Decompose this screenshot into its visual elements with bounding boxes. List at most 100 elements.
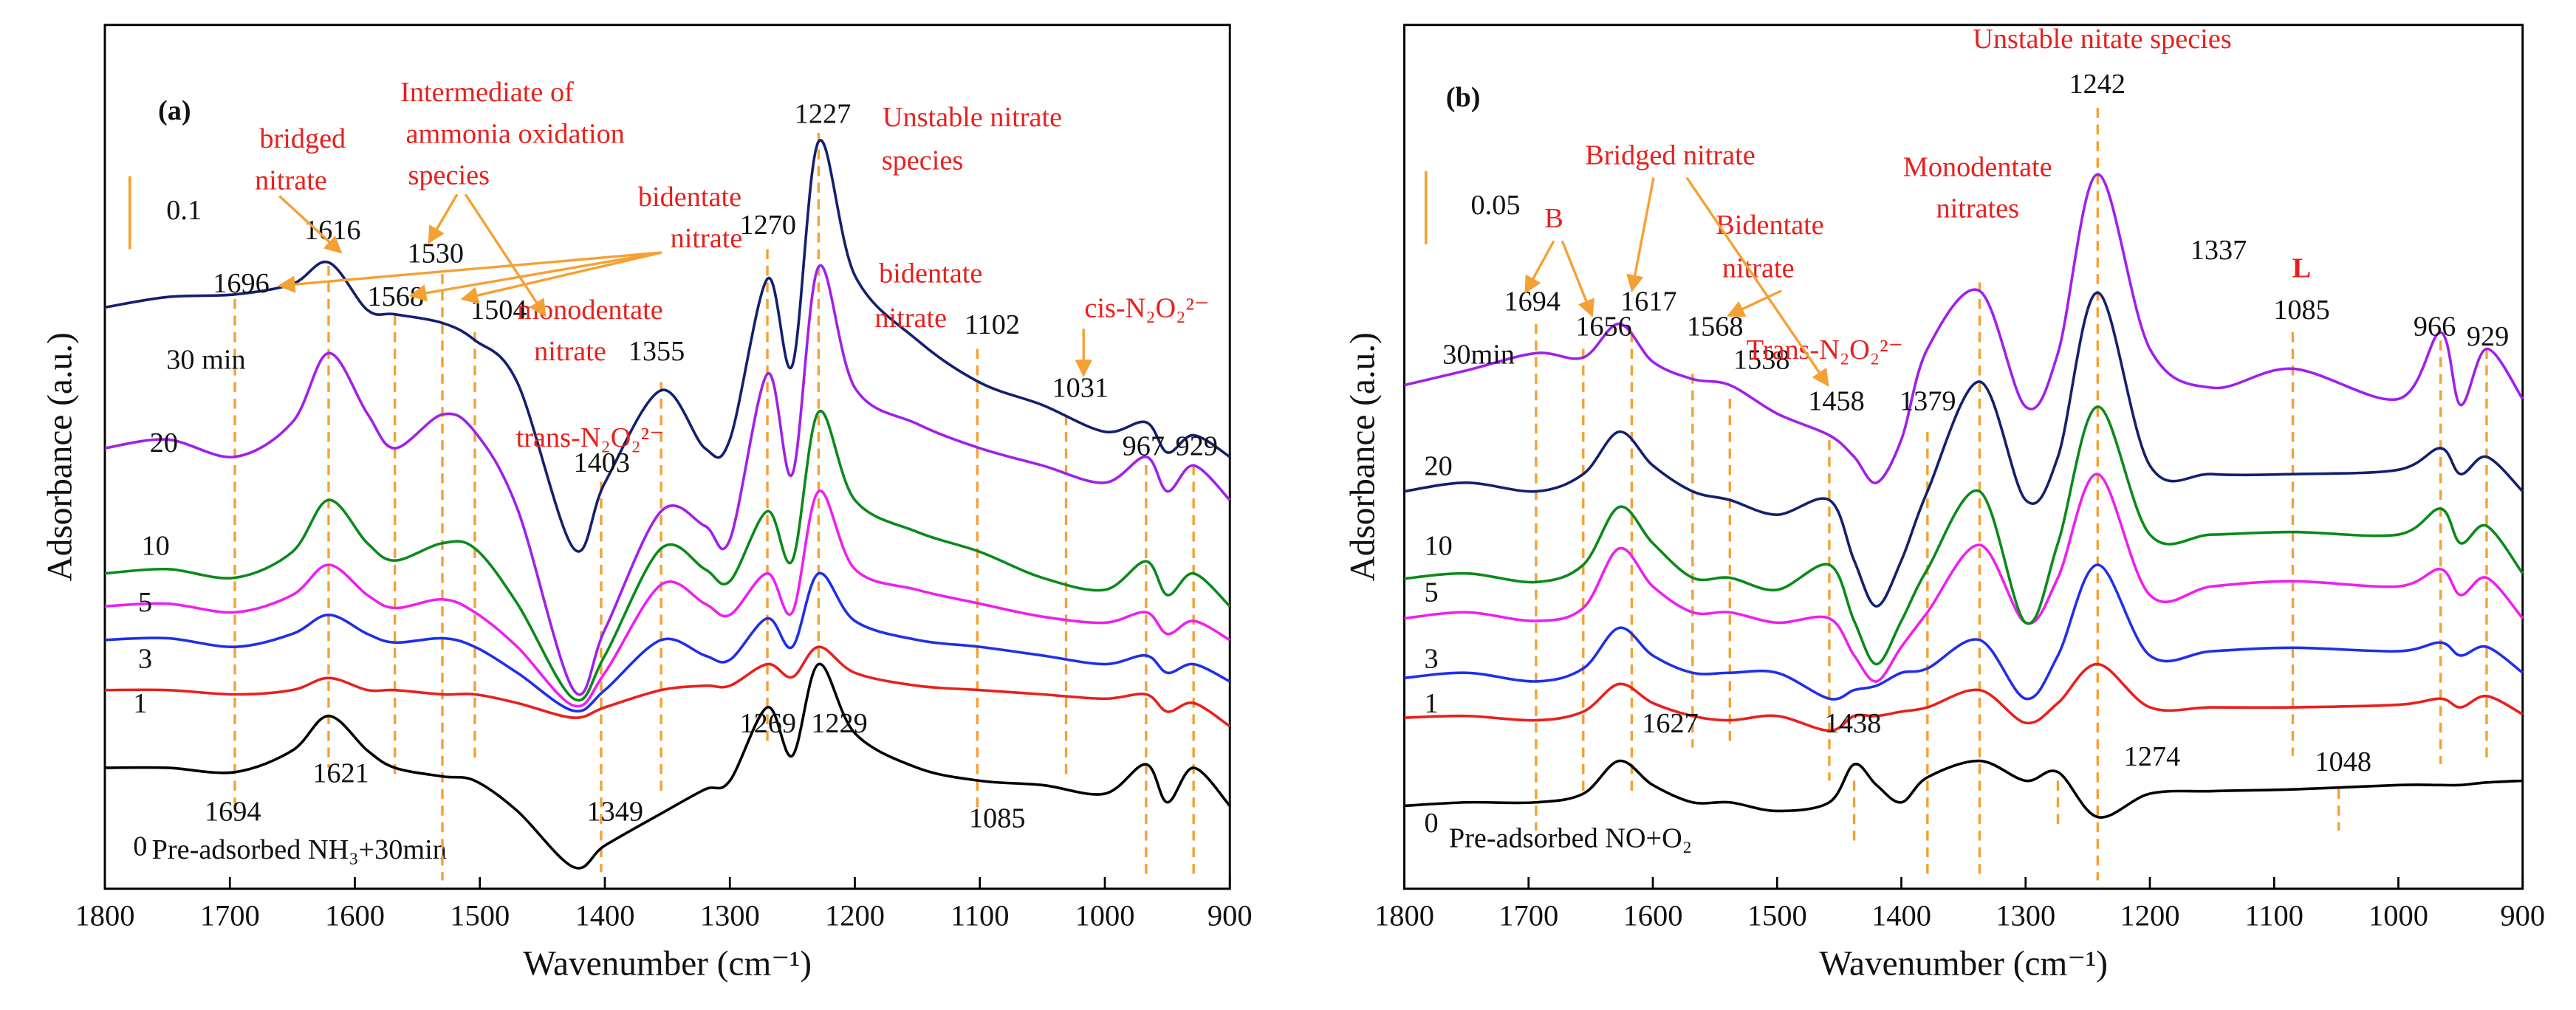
peak-label: 1621 [312, 758, 369, 789]
annotation: species [408, 160, 490, 191]
series-label: 10 [142, 530, 170, 561]
series-label: 3 [138, 643, 152, 674]
annotation: Monodentate [1903, 151, 2052, 182]
arrows [277, 176, 1829, 387]
annotation: trans-N₂O₂²⁻ [516, 422, 665, 453]
y-axis-label: Adsorbance (a.u.) [41, 332, 80, 581]
peak-label: 966 [2414, 311, 2456, 342]
annotation: Unstable nitate species [1973, 24, 2232, 55]
peak-label: 929 [2467, 321, 2509, 352]
peak-label: 1048 [2315, 746, 2372, 777]
peak-label: 1616 [304, 215, 361, 246]
spectrum [1404, 662, 2524, 732]
peak-label: 1458 [1808, 386, 1865, 417]
series-label: 5 [138, 587, 152, 618]
series-label: 3 [1425, 643, 1439, 674]
peak-label: 1568 [368, 281, 425, 312]
peak-label: 1349 [587, 796, 644, 827]
annotation: ammonia oxidation [406, 118, 625, 149]
x-tick-label: 1000 [1075, 899, 1135, 932]
x-tick-label: 1100 [950, 899, 1010, 932]
scale-bar-label: 0.1 [166, 195, 202, 226]
x-tick-label: 1500 [1747, 899, 1807, 932]
peak-label: 1617 [1620, 286, 1677, 317]
series-label: 1 [133, 688, 147, 719]
annotation: species [882, 145, 963, 176]
series-label: 0 [133, 831, 147, 862]
peak-label: 1538 [1733, 344, 1790, 375]
plot-frame [1403, 24, 2524, 890]
x-tick-label: 1300 [700, 899, 760, 932]
peak-label: 1627 [1642, 708, 1699, 739]
x-tick-label: 1100 [2245, 899, 2304, 932]
peak-label: 1269 [740, 708, 797, 739]
annotation: monodentate [517, 295, 663, 326]
spectrum [1404, 759, 2523, 819]
peak-label: 1568 [1687, 311, 1744, 342]
x-tick-label: 1800 [75, 899, 135, 932]
annotation: bidentate [879, 258, 982, 289]
peak-label: 1379 [1900, 386, 1956, 417]
peak-label: 1337 [2190, 235, 2247, 266]
annotation: cis-N₂O₂²⁻ [1084, 293, 1209, 324]
note: Pre-adsorbed NO+O₂ [1449, 822, 1692, 853]
peak-label: 929 [1176, 430, 1218, 461]
spectrum [1404, 473, 2524, 683]
annotation: nitrates [1936, 193, 2019, 224]
peak-label: 1085 [2273, 295, 2330, 326]
annotation: nitrate [1722, 253, 1795, 284]
x-tick-label: 1300 [1996, 899, 2055, 932]
x-tick-label: 1700 [200, 899, 260, 932]
series-label: 1 [1425, 688, 1439, 719]
x-tick-label: 1400 [575, 899, 635, 932]
peak-label: 1229 [811, 708, 868, 739]
series-label: 0 [1425, 808, 1439, 839]
peak-label: 1355 [628, 336, 685, 367]
x-tick-label: 1500 [450, 899, 510, 932]
x-tick-label: 1200 [825, 899, 885, 932]
x-tick-label: 1000 [2368, 899, 2428, 932]
annotation: nitrate [255, 165, 327, 196]
peak-label: 1694 [1504, 286, 1561, 317]
annotation: Bridged nitrate [1585, 140, 1755, 171]
spectrum [1404, 173, 2524, 484]
spectrum [104, 662, 1231, 870]
x-tick-label: 1600 [325, 899, 385, 932]
peak-label: 1694 [205, 796, 261, 827]
series-label: 5 [1425, 577, 1439, 608]
spectrum [1404, 291, 2524, 608]
peak-label: 1031 [1052, 373, 1109, 404]
series-label: 30min [1442, 340, 1515, 371]
spectrum [104, 264, 1231, 696]
annotation: Trans-N₂O₂²⁻ [1747, 334, 1903, 365]
peak-label: 1504 [470, 295, 527, 326]
peak-label: 1085 [969, 803, 1026, 834]
peak-label: 1102 [965, 309, 1020, 340]
peak-label: 1227 [795, 98, 852, 129]
annotation: nitrate [874, 303, 947, 334]
spectrum [104, 409, 1231, 702]
peak-label: 1274 [2124, 741, 2181, 772]
peak-label: 967 [1123, 430, 1165, 461]
annotation: B [1544, 203, 1563, 234]
spectrum [1404, 405, 2524, 666]
x-axis-label: Wavenumber (cm⁻¹) [523, 944, 812, 983]
annotation: bidentate [638, 182, 741, 213]
y-axis-label: Adsorbance (a.u.) [1344, 332, 1383, 581]
x-axis-label: Wavenumber (cm⁻¹) [1819, 944, 2108, 983]
x-tick-label: 1600 [1623, 899, 1683, 932]
scale-bar-label: 0.05 [1471, 190, 1521, 221]
peak-label: 1403 [574, 447, 631, 478]
annotation: Bidentate [1716, 210, 1824, 241]
annotation: Unstable nitrate [883, 102, 1062, 133]
peak-label: 1270 [740, 210, 797, 241]
spectrum [104, 489, 1231, 708]
note: Pre-adsorbed NH₃+30min [152, 834, 447, 865]
spectrum [104, 139, 1231, 553]
x-tick-label: 1200 [2120, 899, 2180, 932]
peak-label: 1242 [2069, 69, 2126, 100]
x-tick-label: 1400 [1871, 899, 1931, 932]
x-tick-label: 1700 [1498, 899, 1558, 932]
